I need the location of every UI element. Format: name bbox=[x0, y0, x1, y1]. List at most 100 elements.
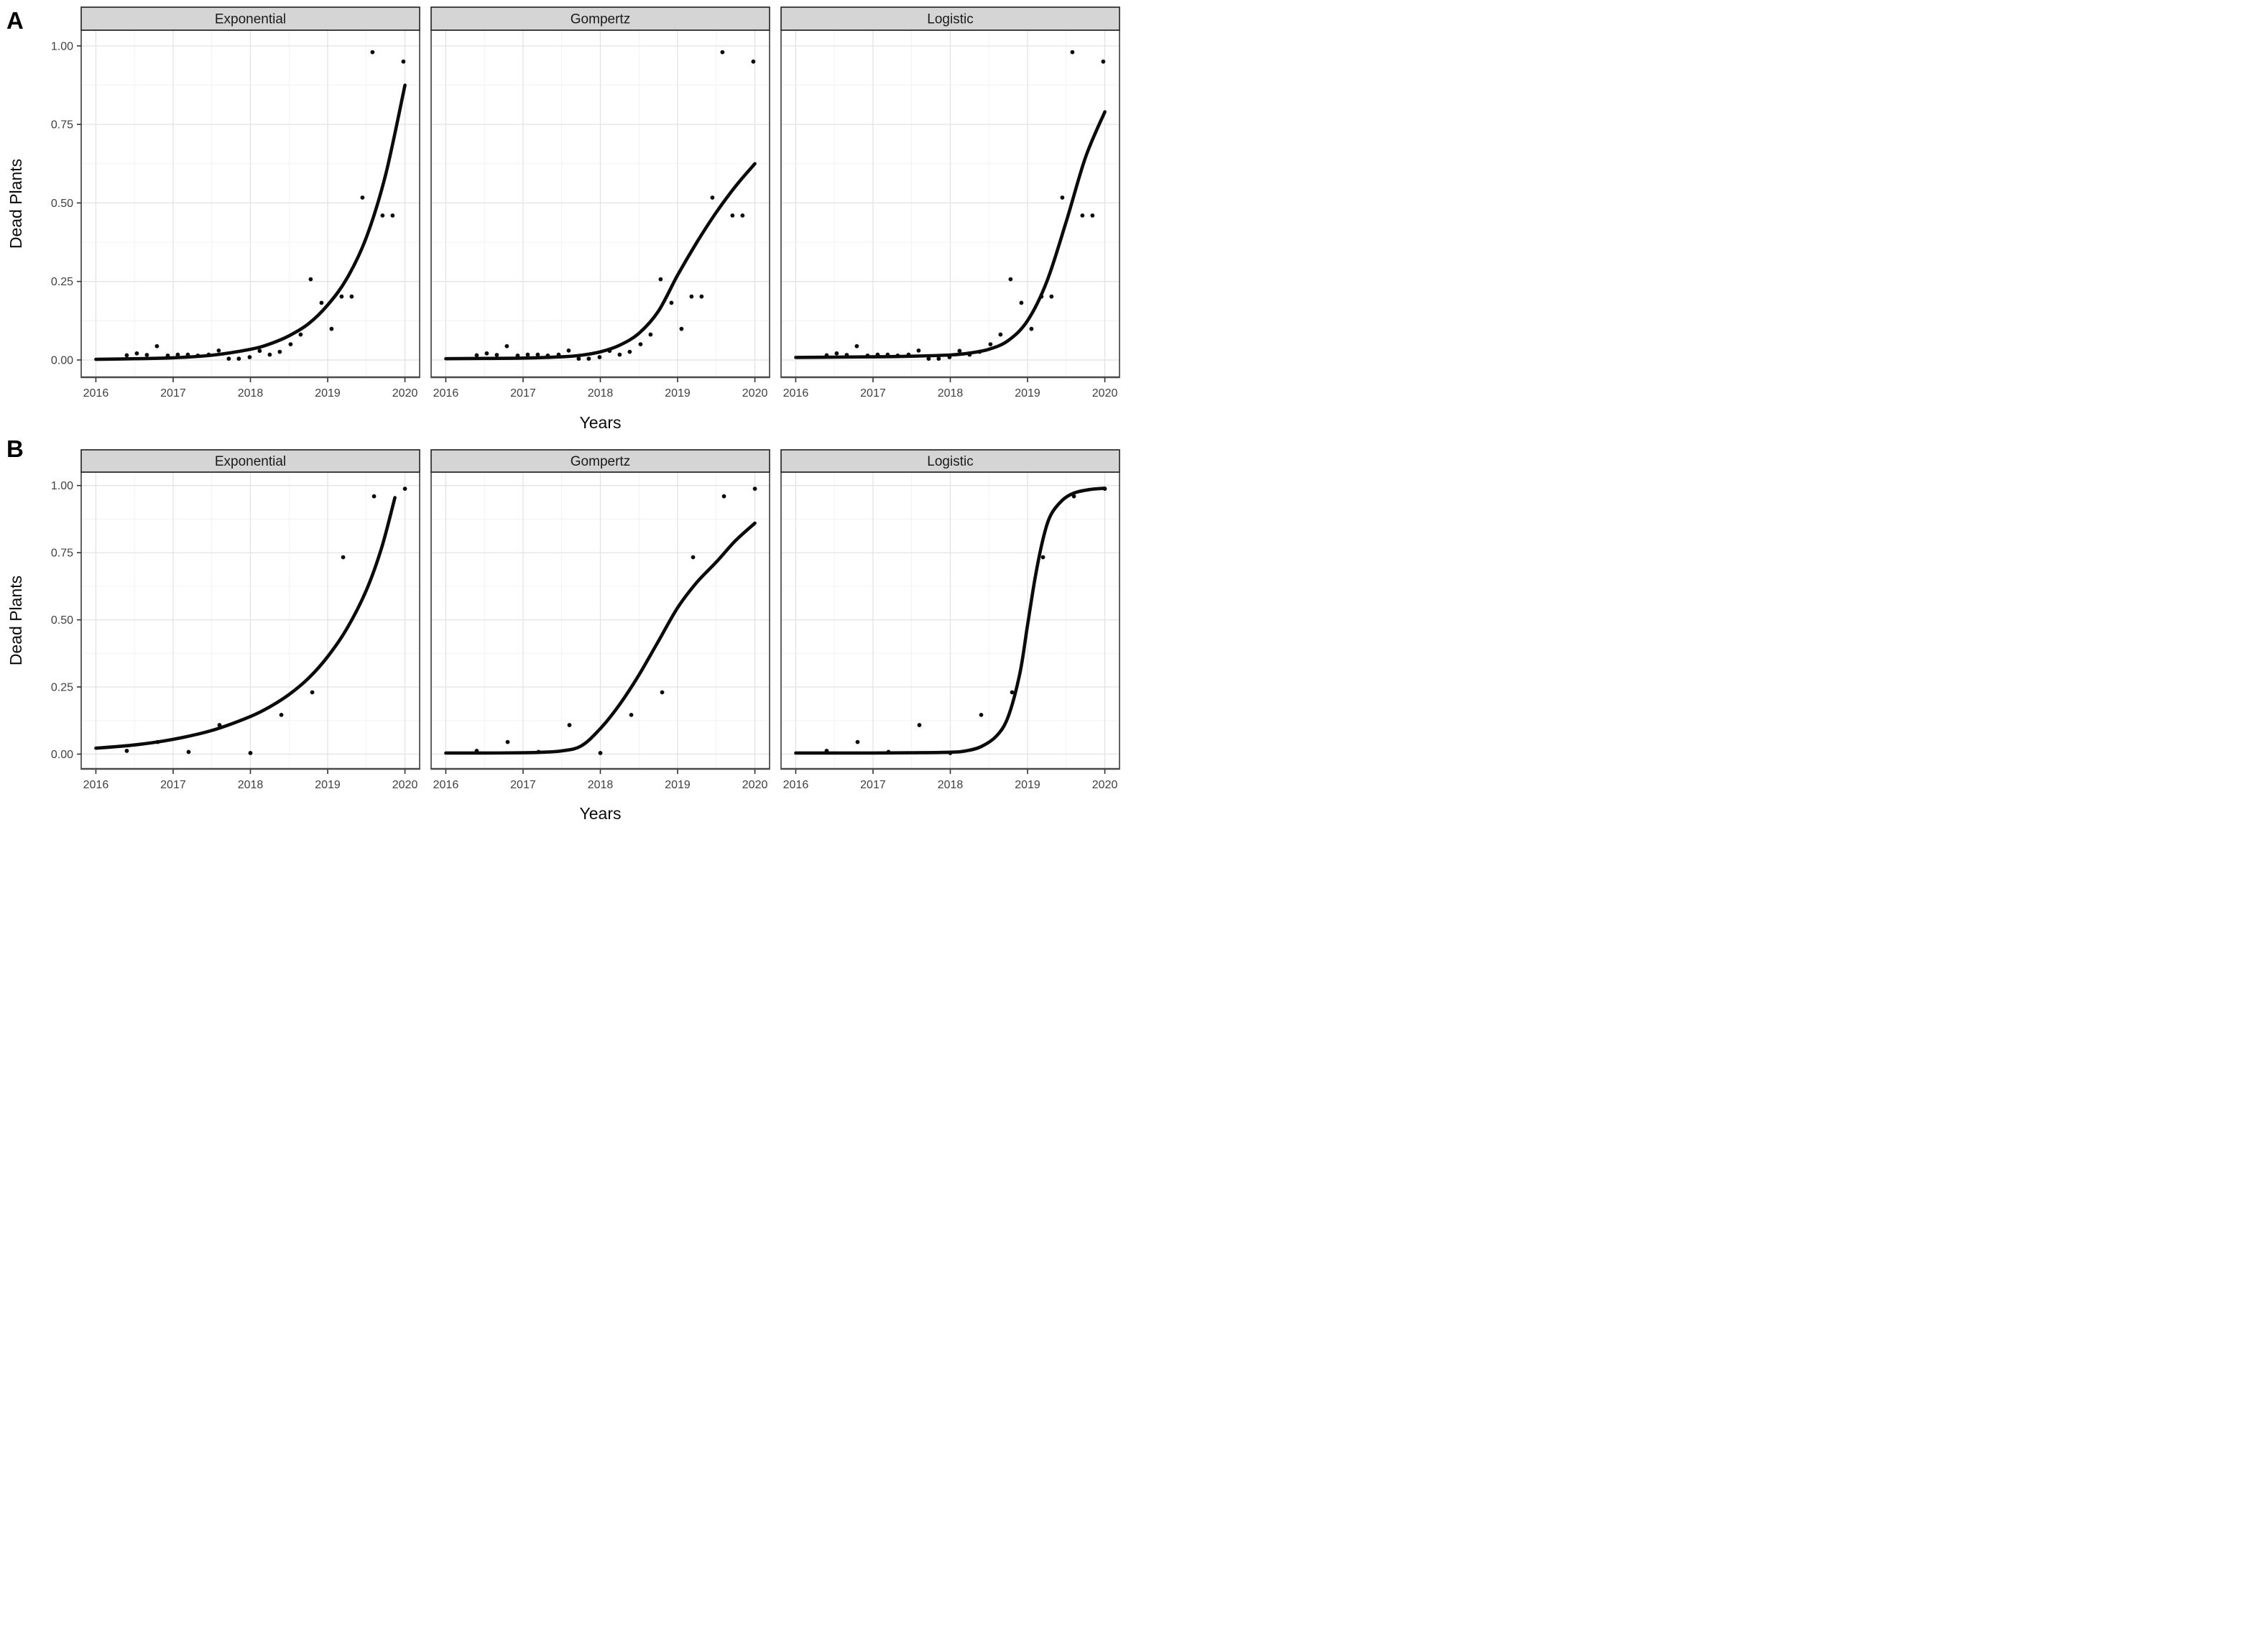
data-point bbox=[566, 348, 571, 353]
facet-strip bbox=[430, 6, 770, 31]
data-point bbox=[740, 213, 745, 218]
data-point bbox=[906, 352, 911, 357]
data-point bbox=[124, 749, 129, 753]
data-point bbox=[988, 342, 993, 347]
x-tick-label: 2019 bbox=[665, 779, 691, 791]
data-point bbox=[298, 332, 303, 337]
data-point bbox=[979, 712, 984, 717]
data-point bbox=[308, 277, 313, 282]
data-point bbox=[1010, 690, 1015, 695]
fit-curve bbox=[794, 110, 1107, 359]
data-point bbox=[155, 739, 160, 744]
data-point bbox=[535, 352, 540, 357]
data-point bbox=[390, 213, 395, 218]
scatter-points bbox=[824, 50, 1106, 361]
x-tick-label: 2020 bbox=[392, 387, 418, 400]
y-tick-label: 1.00 bbox=[51, 40, 73, 52]
data-point bbox=[638, 342, 643, 347]
data-point bbox=[248, 751, 253, 755]
data-point bbox=[948, 751, 953, 755]
data-point bbox=[401, 59, 406, 64]
data-point bbox=[1071, 494, 1076, 499]
data-point bbox=[957, 349, 962, 354]
x-tick-label: 2016 bbox=[83, 387, 109, 400]
data-point bbox=[885, 352, 890, 357]
data-point bbox=[360, 195, 365, 200]
data-point bbox=[660, 690, 665, 695]
x-axis-ticks: 2016 2017 2018 2019 2020 bbox=[783, 770, 1117, 791]
data-point bbox=[875, 352, 880, 357]
facet-panel-exponential: Exponential 2016 2017 2018 2019 2020 bbox=[80, 449, 420, 791]
data-point bbox=[1040, 555, 1045, 560]
data-point bbox=[629, 712, 634, 717]
data-point bbox=[895, 353, 900, 358]
data-point bbox=[370, 50, 375, 55]
data-point bbox=[484, 351, 489, 356]
y-tick-label: 0.75 bbox=[51, 548, 73, 560]
fit-curve bbox=[444, 162, 757, 361]
data-point bbox=[319, 300, 324, 305]
data-point bbox=[556, 352, 561, 357]
scatter-points bbox=[824, 486, 1107, 755]
data-point bbox=[185, 352, 190, 357]
facet-strip bbox=[80, 449, 420, 473]
scatter-points bbox=[124, 486, 407, 755]
data-point bbox=[515, 353, 520, 358]
facet-panel-logistic: Logistic 2016 2017 2018 2019 2020 bbox=[780, 6, 1120, 400]
x-tick-label: 2017 bbox=[160, 779, 186, 791]
x-tick-label: 2017 bbox=[860, 387, 886, 400]
facet-panel-logistic: Logistic 2016 2017 2018 2019 2020 bbox=[780, 449, 1120, 791]
x-axis-ticks: 2016 2017 2018 2019 2020 bbox=[433, 770, 767, 791]
data-point bbox=[586, 356, 591, 361]
panel-letter: B bbox=[6, 435, 24, 462]
data-point bbox=[380, 213, 385, 218]
data-point bbox=[277, 349, 282, 354]
fit-curve bbox=[794, 486, 1107, 755]
fit-curve bbox=[94, 496, 397, 750]
data-point bbox=[824, 749, 829, 753]
x-axis-ticks: 2016 2017 2018 2019 2020 bbox=[83, 770, 417, 791]
x-tick-label: 2019 bbox=[315, 387, 341, 400]
y-tick-label: 0.00 bbox=[51, 354, 73, 366]
data-point bbox=[1070, 50, 1075, 55]
data-point bbox=[217, 723, 222, 727]
data-point bbox=[607, 349, 612, 354]
data-point bbox=[279, 712, 284, 717]
data-point bbox=[247, 355, 252, 359]
data-point bbox=[917, 723, 922, 727]
y-tick-label: 0.50 bbox=[51, 614, 73, 627]
data-point bbox=[494, 353, 499, 357]
data-point bbox=[865, 353, 870, 358]
x-tick-label: 2019 bbox=[665, 387, 691, 400]
panel-grid bbox=[81, 472, 420, 769]
facet-panel-gompertz: Gompertz 2016 2017 2018 2019 2020 bbox=[430, 6, 770, 400]
y-axis-ticks: 0.00 0.25 0.50 0.75 1.00 bbox=[51, 40, 81, 366]
y-axis-ticks: 0.00 0.25 0.50 0.75 1.00 bbox=[51, 480, 81, 761]
fit-curve bbox=[94, 83, 407, 361]
data-point bbox=[124, 353, 129, 358]
data-point bbox=[257, 349, 262, 354]
data-point bbox=[349, 294, 354, 299]
y-tick-label: 0.25 bbox=[51, 682, 73, 694]
facet-panel-exponential: Exponential 2016 2017 2018 2019 2020 bbox=[80, 6, 420, 400]
data-point bbox=[855, 739, 860, 744]
x-tick-label: 2016 bbox=[433, 387, 459, 400]
data-point bbox=[967, 352, 972, 357]
facet-label: Exponential bbox=[215, 12, 286, 27]
facet-label: Logistic bbox=[927, 12, 973, 27]
data-point bbox=[648, 332, 653, 337]
data-point bbox=[402, 486, 407, 492]
panel-grid bbox=[431, 30, 770, 377]
x-axis-ticks: 2016 2017 2018 2019 2020 bbox=[83, 378, 418, 400]
scatter-points bbox=[474, 50, 756, 361]
data-point bbox=[536, 749, 541, 755]
x-tick-label: 2017 bbox=[160, 387, 186, 400]
x-tick-label: 2016 bbox=[83, 779, 109, 791]
data-point bbox=[916, 348, 921, 353]
data-point bbox=[186, 749, 191, 755]
data-point bbox=[669, 300, 674, 305]
y-axis-title: Dead Plants bbox=[6, 576, 25, 665]
facet-strip bbox=[780, 449, 1120, 473]
data-point bbox=[689, 294, 694, 299]
data-point bbox=[926, 356, 931, 361]
